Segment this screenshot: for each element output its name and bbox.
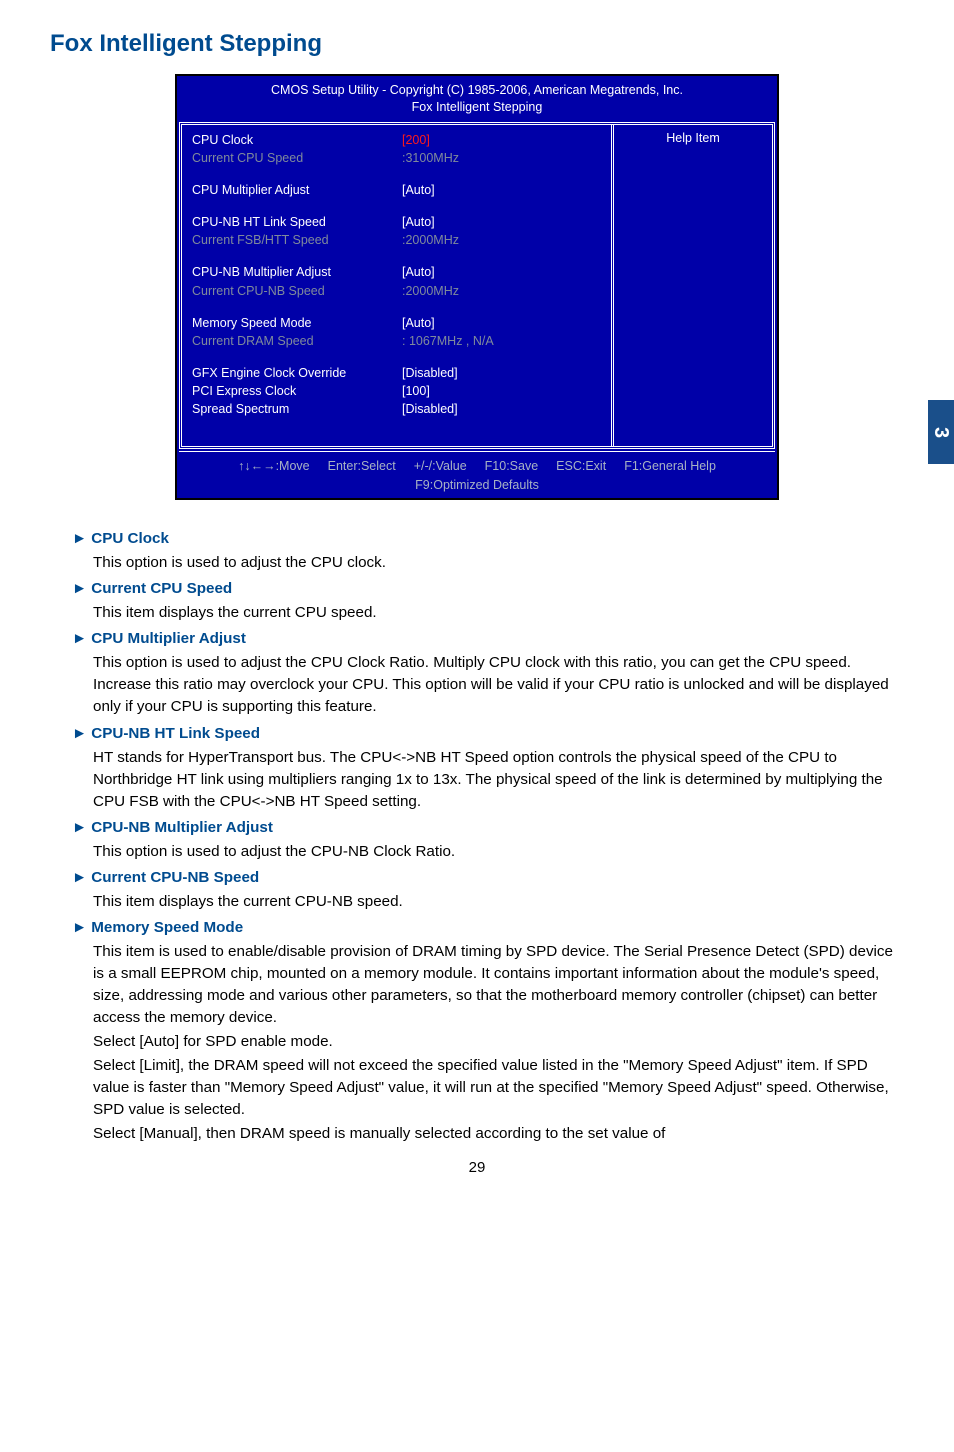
bios-left-panel: CPU Clock[200] Current CPU Speed:3100MHz… xyxy=(182,125,614,447)
bios-item-value: [100] xyxy=(402,382,430,400)
item-body: Select [Auto] for SPD enable mode. xyxy=(50,1031,904,1053)
bios-footer-defaults: F9:Optimized Defaults xyxy=(177,478,777,498)
item-heading: ► CPU-NB Multiplier Adjust xyxy=(50,817,904,839)
bios-header: CMOS Setup Utility - Copyright (C) 1985-… xyxy=(177,76,777,122)
bios-item-value: :3100MHz xyxy=(402,149,459,167)
item-body: This option is used to adjust the CPU-NB… xyxy=(50,841,904,863)
bios-footer-enter: Enter:Select xyxy=(328,459,396,473)
bios-header-copyright: CMOS Setup Utility - Copyright (C) 1985-… xyxy=(177,82,777,99)
page-number: 29 xyxy=(50,1159,904,1176)
bios-item-value: [Disabled] xyxy=(402,364,458,382)
bios-footer-help: F1:General Help xyxy=(624,459,716,473)
bios-item-label: Memory Speed Mode xyxy=(192,314,402,332)
bios-item-value: [Auto] xyxy=(402,181,435,199)
item-heading: ► CPU-NB HT Link Speed xyxy=(50,723,904,745)
item-heading: ► Memory Speed Mode xyxy=(50,917,904,939)
bios-item-label: PCI Express Clock xyxy=(192,382,402,400)
bios-item-value: [Auto] xyxy=(402,213,435,231)
item-body: This option is used to adjust the CPU cl… xyxy=(50,552,904,574)
item-body: HT stands for HyperTransport bus. The CP… xyxy=(50,747,904,813)
bios-footer-exit: ESC:Exit xyxy=(556,459,606,473)
bios-header-section: Fox Intelligent Stepping xyxy=(177,99,777,116)
page-title: Fox Intelligent Stepping xyxy=(50,30,904,58)
bios-item-value: [Auto] xyxy=(402,314,435,332)
bios-item-label: CPU-NB HT Link Speed xyxy=(192,213,402,231)
item-body: This option is used to adjust the CPU Cl… xyxy=(50,652,904,718)
chapter-tab: 3 xyxy=(928,400,954,464)
bios-item-label: CPU Multiplier Adjust xyxy=(192,181,402,199)
item-body: This item displays the current CPU speed… xyxy=(50,602,904,624)
bios-footer-save: F10:Save xyxy=(485,459,539,473)
bios-footer: ↑↓←→:Move Enter:Select +/-/:Value F10:Sa… xyxy=(179,451,775,476)
bios-item-label: Current CPU-NB Speed xyxy=(192,282,402,300)
bios-item-label: Spread Spectrum xyxy=(192,400,402,418)
item-heading: ► Current CPU-NB Speed xyxy=(50,867,904,889)
bios-help-title: Help Item xyxy=(618,131,768,145)
item-heading: ► CPU Multiplier Adjust xyxy=(50,628,904,650)
bios-item-label: Current CPU Speed xyxy=(192,149,402,167)
bios-item-label: CPU-NB Multiplier Adjust xyxy=(192,263,402,281)
bios-item-label: Current DRAM Speed xyxy=(192,332,402,350)
item-heading: ► CPU Clock xyxy=(50,528,904,550)
item-body: Select [Manual], then DRAM speed is manu… xyxy=(50,1123,904,1145)
item-heading: ► Current CPU Speed xyxy=(50,578,904,600)
bios-footer-move: ↑↓←→:Move xyxy=(238,459,310,473)
item-body: This item displays the current CPU-NB sp… xyxy=(50,891,904,913)
bios-item-label: Current FSB/HTT Speed xyxy=(192,231,402,249)
item-body: This item is used to enable/disable prov… xyxy=(50,941,904,1029)
bios-item-label: GFX Engine Clock Override xyxy=(192,364,402,382)
bios-item-value: : 1067MHz , N/A xyxy=(402,332,494,350)
bios-item-value: [Disabled] xyxy=(402,400,458,418)
bios-item-value: [Auto] xyxy=(402,263,435,281)
bios-help-panel: Help Item xyxy=(614,125,772,447)
item-body: Select [Limit], the DRAM speed will not … xyxy=(50,1055,904,1121)
bios-footer-value: +/-/:Value xyxy=(414,459,467,473)
bios-item-value: [200] xyxy=(402,131,430,149)
description-content: ► CPU Clock This option is used to adjus… xyxy=(50,528,904,1145)
bios-item-value: :2000MHz xyxy=(402,231,459,249)
bios-item-value: :2000MHz xyxy=(402,282,459,300)
bios-item-label: CPU Clock xyxy=(192,131,402,149)
bios-screenshot: CMOS Setup Utility - Copyright (C) 1985-… xyxy=(175,74,779,500)
